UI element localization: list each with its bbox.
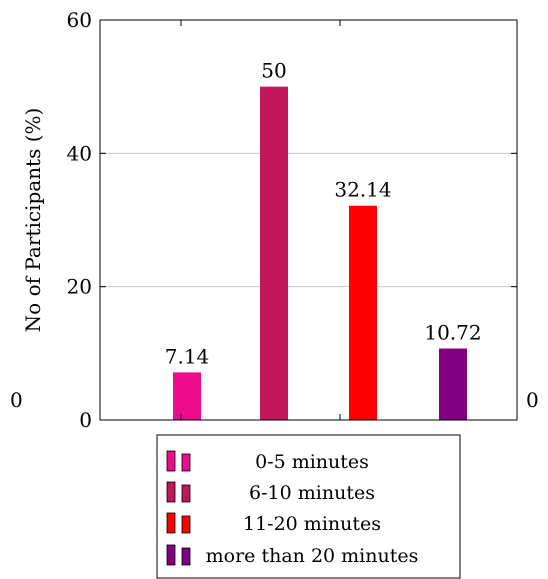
legend-swatch [166,512,176,534]
bar-value-label: 10.72 [424,321,481,345]
legend-box [156,434,461,579]
bars [173,86,467,421]
legend-swatch [166,450,176,472]
legend-swatch [181,453,191,472]
y-tick-label: 60 [67,8,92,32]
bar [173,372,201,420]
gridlines [100,152,517,288]
axis-ticks [100,19,517,421]
legend-label: 6-10 minutes [249,482,375,504]
bar [260,86,288,421]
left-side-label: 0 [10,388,23,412]
right-side-label: 0 [526,388,539,412]
legend-swatch [166,544,176,566]
bar [349,205,377,420]
y-tick-label: 40 [67,141,92,165]
plot-frame [99,19,518,421]
legend-label: more than 20 minutes [206,545,419,567]
legend: 0-5 minutes 6-10 minutes 11-20 minutes more… [156,434,461,579]
y-tick-label: 20 [67,275,92,299]
legend-label: 11-20 minutes [243,513,381,535]
bar-value-label: 32.14 [334,178,391,202]
y-tick-labels: 0 20 40 60 [67,8,92,432]
bar [439,348,467,420]
legend-swatch [166,481,176,503]
y-axis-label: No of Participants (%) [21,108,45,333]
data-labels: 7.14 50 32.14 10.72 [165,59,482,369]
legend-label: 0-5 minutes [255,451,369,473]
bar-value-label: 50 [261,59,286,83]
legend-swatch [181,547,191,566]
bar-value-label: 7.14 [165,344,210,368]
legend-swatch [181,515,191,534]
legend-swatch [181,484,191,503]
y-tick-label: 0 [79,408,92,432]
